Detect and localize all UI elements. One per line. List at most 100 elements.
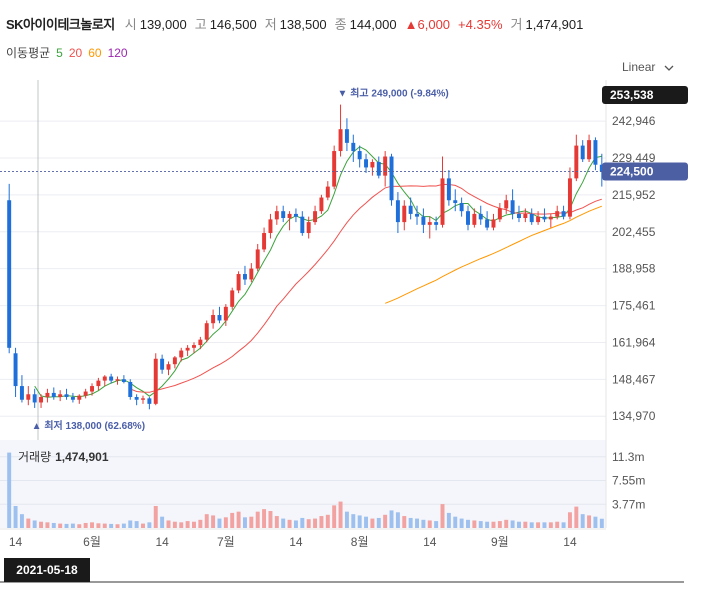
candle xyxy=(332,145,337,190)
candle-body xyxy=(370,161,375,168)
price-axis: 242,946 229,449 215,952 202,455 188,958 175,4… xyxy=(605,80,656,528)
volume-bar xyxy=(268,511,273,528)
price-chart[interactable]: 242,946 229,449 215,952 202,455 188,958 175,4… xyxy=(0,80,704,597)
volume-title: 거래량 xyxy=(18,450,52,464)
high-annotation: ▼ 최고 249,000 (-9.84%) xyxy=(338,87,449,100)
candle xyxy=(83,388,88,399)
candle xyxy=(274,205,279,225)
price-tick-label: 242,946 xyxy=(612,114,656,128)
candle xyxy=(70,392,75,403)
volume-bar xyxy=(593,516,598,528)
volume-bar xyxy=(344,511,349,528)
price-tags: 253,538 224,500 xyxy=(0,86,688,181)
volume-bar xyxy=(70,523,75,528)
candle xyxy=(580,140,585,162)
volume-bar xyxy=(51,522,56,528)
candle xyxy=(587,134,592,162)
candle xyxy=(548,213,553,228)
candle-body xyxy=(134,397,139,400)
volume-value: 1,474,901 xyxy=(525,17,584,32)
candle xyxy=(172,356,177,369)
volume-bar xyxy=(134,521,139,528)
candle-body xyxy=(421,216,426,225)
candle xyxy=(19,375,24,403)
volume-bar xyxy=(364,516,369,528)
candle xyxy=(402,200,407,231)
candle xyxy=(472,208,477,228)
volume-bar xyxy=(39,521,44,528)
current-price-tag-bg xyxy=(602,162,688,181)
candle-body xyxy=(574,145,579,179)
volume-bar xyxy=(274,516,279,528)
change-value: 6,000 xyxy=(417,17,451,32)
low-annotation: ▲ 최저 138,000 (62.68%) xyxy=(32,419,145,432)
candle-body xyxy=(338,129,343,152)
volume-bar xyxy=(147,522,152,528)
candle xyxy=(58,390,63,402)
candle-body xyxy=(70,397,75,400)
candle xyxy=(198,336,203,350)
volume-bars xyxy=(7,452,604,528)
grid xyxy=(0,80,606,528)
volume-label: 거 xyxy=(510,17,523,32)
date-tick-label: 14 xyxy=(563,535,577,549)
candle xyxy=(134,394,139,406)
ma-lines xyxy=(34,146,602,398)
volume-bar xyxy=(198,519,203,528)
candle-body xyxy=(300,216,305,234)
volume-bar xyxy=(141,523,145,528)
candle xyxy=(478,205,483,225)
date-tick-label: 14 xyxy=(155,535,169,549)
candle-body xyxy=(580,145,585,160)
candle-body xyxy=(351,142,356,152)
volume-bar xyxy=(485,521,490,528)
volume-bar xyxy=(172,521,177,528)
candle-body xyxy=(478,213,483,220)
volume-bar xyxy=(230,512,235,528)
volume-bar xyxy=(555,521,560,528)
volume-bar xyxy=(45,522,50,528)
candle xyxy=(230,287,235,310)
open-label: 시 xyxy=(124,17,137,32)
moving-average-legend[interactable]: 이동평균 5 20 60 120 xyxy=(6,44,134,62)
candle xyxy=(599,153,604,187)
candle xyxy=(26,386,31,406)
candle xyxy=(141,395,145,404)
volume-bar xyxy=(300,517,305,528)
volume-bar xyxy=(567,512,572,528)
volume-bar xyxy=(242,517,247,528)
volume-tick-label: 3.77m xyxy=(612,497,645,511)
candle xyxy=(217,306,222,324)
candle-body xyxy=(198,339,203,346)
price-tick-label: 134,970 xyxy=(612,409,656,423)
candle-body xyxy=(121,379,126,382)
volume-bar xyxy=(383,514,388,528)
scale-dropdown[interactable]: Linear xyxy=(622,58,674,76)
ma-120: 120 xyxy=(107,46,128,60)
candle xyxy=(319,194,324,214)
candle-body xyxy=(561,211,566,217)
candle xyxy=(351,134,356,162)
high-value: 146,500 xyxy=(209,17,257,32)
candle xyxy=(64,388,69,400)
date-tick-label: 7월 xyxy=(217,535,235,549)
volume-bar xyxy=(96,523,101,528)
candle xyxy=(109,373,114,384)
candle-body xyxy=(504,200,509,209)
candle xyxy=(32,388,37,408)
candle xyxy=(160,354,165,374)
candle-body xyxy=(249,268,254,280)
volume-bar xyxy=(370,518,375,528)
volume-bar xyxy=(102,523,107,528)
candle xyxy=(364,153,369,173)
candle-body xyxy=(529,213,534,223)
candle-body xyxy=(427,222,432,225)
candle xyxy=(485,211,490,231)
candle xyxy=(440,156,445,228)
volume-total: 1,474,901 xyxy=(55,450,109,464)
volume-bar xyxy=(179,522,184,528)
volume-bar xyxy=(306,519,311,528)
candle xyxy=(185,345,190,357)
volume-bar xyxy=(128,520,133,528)
volume-bar xyxy=(153,506,158,528)
